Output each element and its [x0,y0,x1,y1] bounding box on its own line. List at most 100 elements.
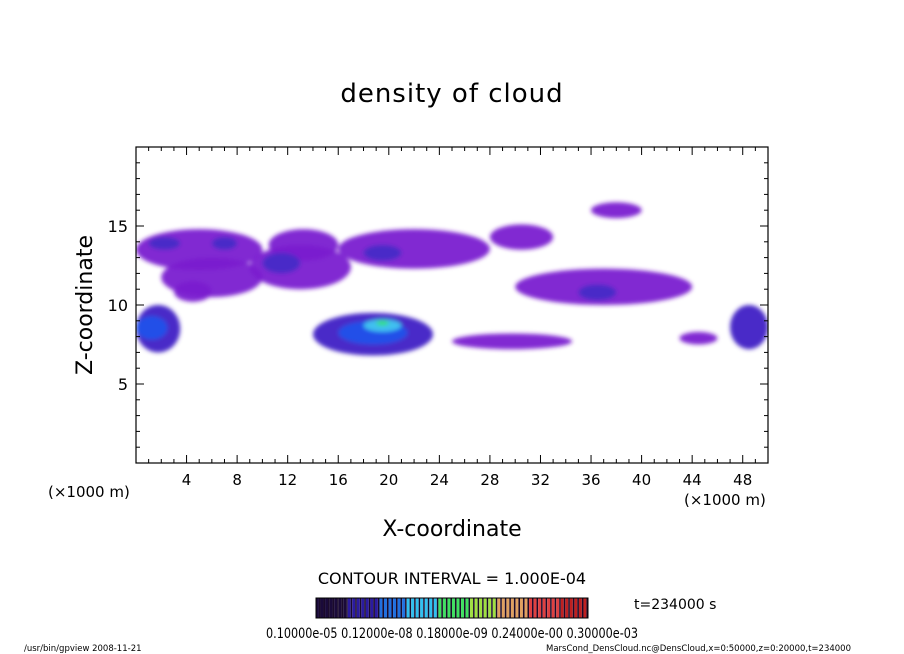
x-tick-label: 48 [733,471,752,489]
colorbar-gap [559,598,561,618]
colorbar-gap [318,598,321,618]
cloud-region-3 [489,224,554,250]
colorbar-gap [328,598,330,618]
colorbar-gap [495,598,498,618]
y-tick-labels: 5 10 15 [108,217,128,394]
chart-title: density of cloud [340,79,563,109]
axis-ticks [136,147,768,463]
x-axis-label: X-coordinate [382,517,521,542]
x-tick-label: 28 [480,471,499,489]
colorbar-gap [500,598,502,618]
colorbar-gap [545,598,548,618]
colorbar-gap [482,598,484,618]
colorbar-segment [397,598,401,618]
cloud-region-18 [578,284,617,301]
colorbar-segment [456,598,460,618]
colorbar-segment [393,598,397,618]
colorbar-segment [542,598,546,618]
colorbar-segment [325,598,329,618]
cloud-region-6 [173,281,212,302]
colorbar-gap [577,598,579,618]
colorbar-gap [568,598,570,618]
colorbar-segment [384,598,387,618]
colorbar-gap [522,598,525,618]
colorbar-segment [574,598,578,618]
colorbar-gap [518,598,520,618]
colorbar-segment [520,598,523,618]
x-tick-label: 12 [278,471,297,489]
colorbar-segment [433,598,437,618]
x-tick-label: 24 [430,471,449,489]
colorbar-segment [361,598,365,618]
cloud-region-15 [211,237,238,250]
colorbar-gap [450,598,452,618]
colorbar-gap [436,598,439,618]
colorbar-segment [365,598,369,618]
colorbar-gap [414,598,416,618]
colorbar-segment [438,598,442,618]
colorbar-gap [441,598,443,618]
y-tick-label: 5 [118,375,128,394]
colorbar-segment [406,598,410,618]
colorbar-segment [492,598,496,618]
colorbar-gap [377,598,380,618]
colorbar-segment [538,598,542,618]
colorbar-gap [554,598,557,618]
x-tick-labels: 4 8 12 16 20 24 28 32 36 40 44 48 [182,471,752,489]
colorbar-gap [323,598,326,618]
colorbar-gap [473,598,475,618]
colorbar-segment [465,598,469,618]
colorbar-segment [515,598,519,618]
x-tick-label: 4 [182,471,192,489]
colorbar-segment [461,598,465,618]
colorbar-gap [527,598,530,618]
colorbar-segment [479,598,483,618]
colorbar-segment [547,598,551,618]
colorbar-segment [497,598,501,618]
y-tick-label: 10 [108,296,128,315]
colorbar-gap [427,598,430,618]
colorbar-segment [452,598,455,618]
colorbar-gap [586,598,588,618]
plot-frame [135,146,769,464]
colorbar-segment [374,598,378,618]
colorbar-gap [468,598,471,618]
colorbar-segment [442,598,446,618]
cloud-region-13 [730,305,768,350]
colorbar-gap [423,598,425,618]
colorbar-gap [386,598,389,618]
colorbar-segment [447,598,451,618]
cloud-region-16 [262,252,301,274]
colorbar-gap [445,598,448,618]
colorbar-segment [551,598,555,618]
colorbar-gap [405,598,407,618]
x-tick-label: 16 [329,471,348,489]
colorbar-gap [504,598,507,618]
colorbar-gap [391,598,394,618]
contour-interval: CONTOUR INTERVAL = 1.000E-04 [318,569,586,588]
colorbar-gap [513,598,516,618]
colorbar-segment [352,598,356,618]
colorbar-segment [533,598,537,618]
colorbar-gap [432,598,434,618]
x-tick-label: 36 [581,471,600,489]
x-unit-right: (×1000 m) [684,491,766,509]
colorbar-gap [368,598,371,618]
colorbar-segment [424,598,428,618]
colorbar-gap [409,598,412,618]
y-axis-label: Z-coordinate [73,235,98,375]
x-tick-label: 44 [683,471,702,489]
colorbar-gap [486,598,489,618]
colorbar-gap [359,598,362,618]
colorbar-segment [356,598,360,618]
colorbar-segment [506,598,510,618]
cloud-region-11 [451,333,573,350]
cloud-region-22 [376,320,389,326]
colorbar-gap [355,598,357,618]
colorbar-gap [536,598,539,618]
colorbar-gap [400,598,403,618]
colorbar-segment [470,598,474,618]
colorbar-gap [418,598,421,618]
x-tick-label: 32 [531,471,550,489]
